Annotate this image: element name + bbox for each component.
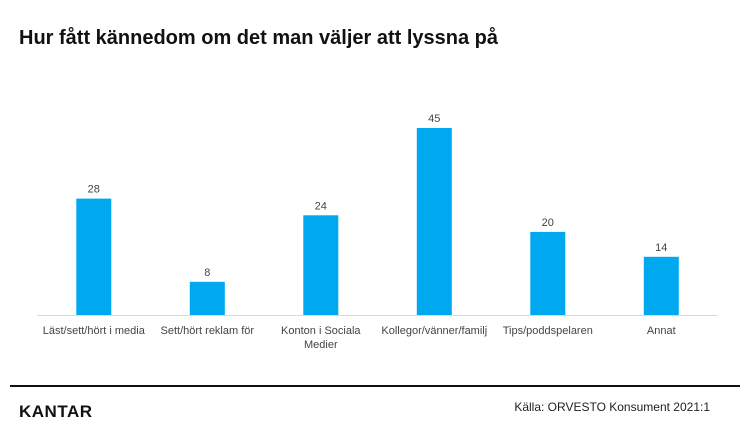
category-label: Sett/hört reklam för [161, 325, 255, 337]
data-label: 45 [428, 113, 440, 125]
bar [643, 256, 679, 315]
category-label: Medier [304, 339, 338, 351]
data-label: 24 [315, 200, 327, 212]
data-label: 8 [204, 267, 210, 279]
bar [530, 231, 566, 315]
category-label: Kollegor/vänner/familj [381, 325, 487, 337]
bar [303, 215, 339, 315]
category-label: Läst/sett/hört i media [43, 325, 146, 337]
source-note: Källa: ORVESTO Konsument 2021:1 [514, 400, 710, 414]
category-label: Annat [647, 325, 676, 337]
data-label: 20 [542, 217, 554, 229]
bar [76, 198, 112, 315]
bar [416, 128, 452, 315]
category-label: Konton i Sociala [281, 325, 361, 337]
data-label: 28 [88, 184, 100, 196]
category-label: Tips/poddspelaren [503, 325, 593, 337]
bar [189, 281, 225, 315]
chart-title: Hur fått kännedom om det man väljer att … [19, 27, 499, 49]
data-label: 14 [655, 242, 667, 254]
kantar-logo: KANTAR [19, 402, 93, 421]
footer-divider [10, 385, 740, 387]
